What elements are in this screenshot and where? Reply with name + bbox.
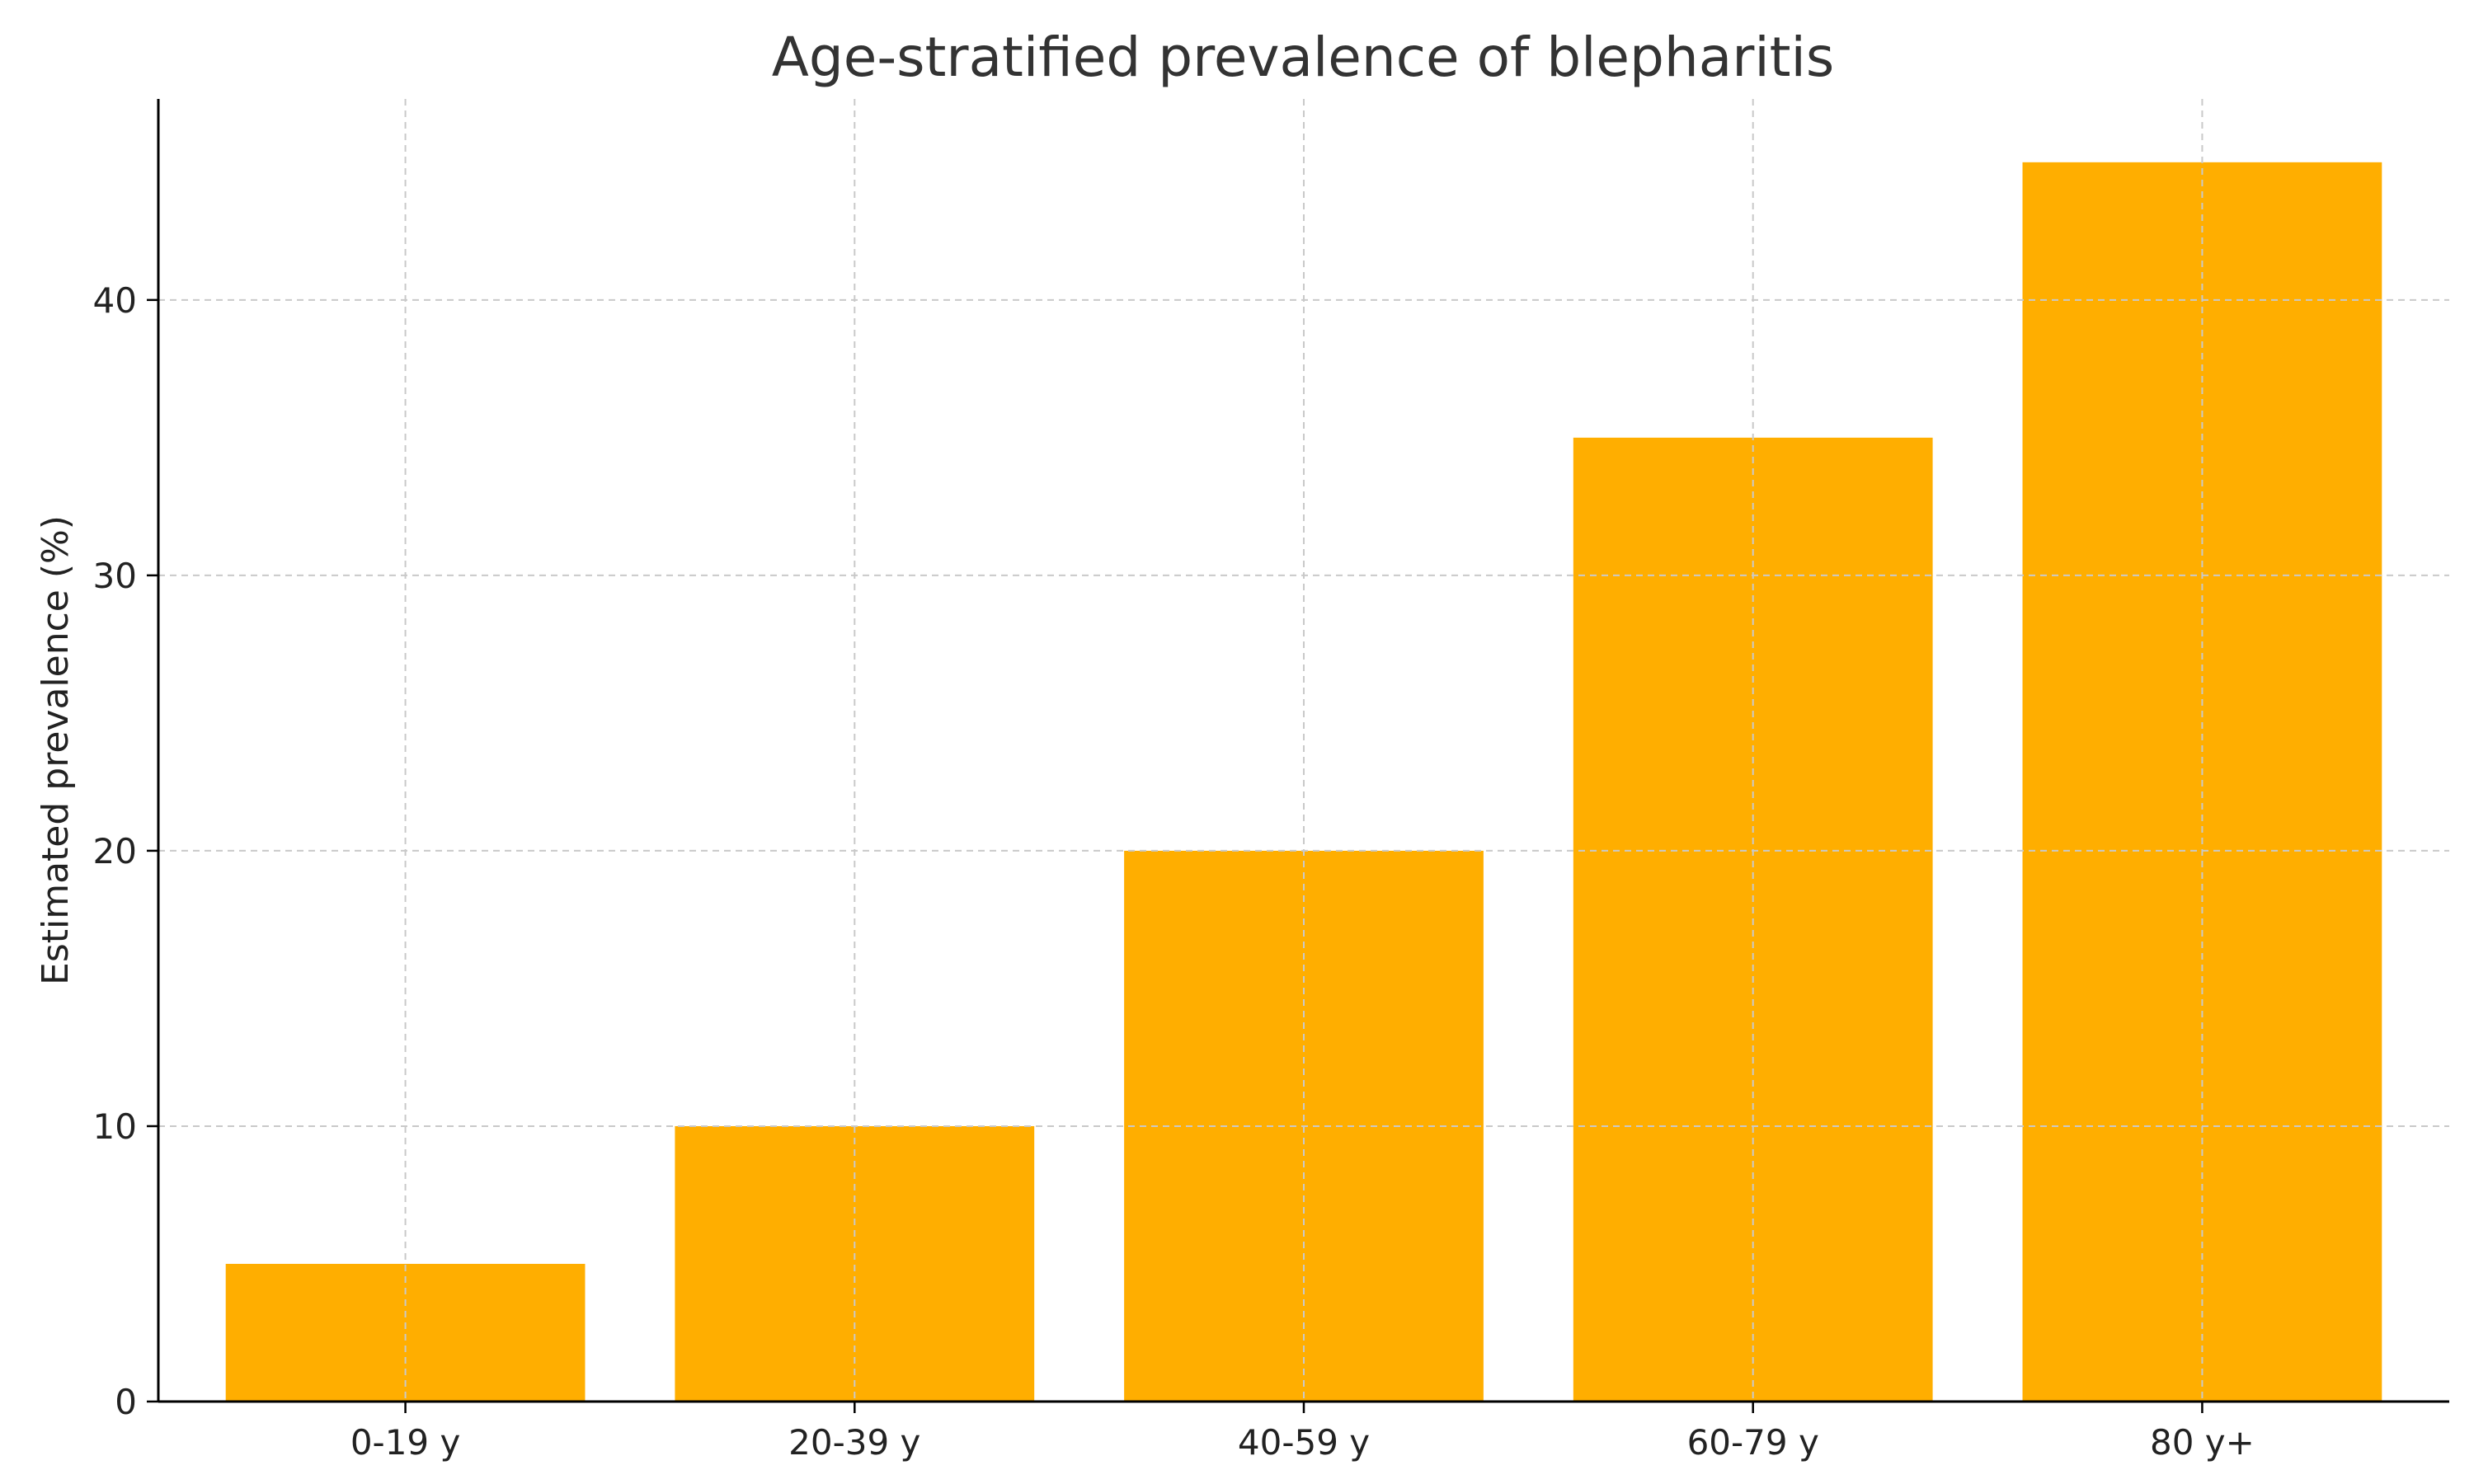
- bar-0-19-y: [225, 1263, 586, 1402]
- x-tick-label: 40-59 y: [1238, 1422, 1370, 1463]
- y-tick-label: 0: [115, 1382, 137, 1422]
- gridlines: [158, 99, 2449, 1402]
- axes: [147, 99, 2449, 1413]
- x-tick-labels: 0-19 y 20-39 y 40-59 y 60-79 y 80 y+: [350, 1422, 2255, 1463]
- x-tick-label: 0-19 y: [350, 1422, 461, 1463]
- y-tick-label: 30: [93, 556, 137, 596]
- x-tick-label: 80 y+: [2150, 1422, 2255, 1463]
- x-tick-label: 20-39 y: [788, 1422, 920, 1463]
- y-tick-label: 10: [93, 1106, 137, 1147]
- y-tick-label: 20: [93, 831, 137, 871]
- chart-title: Age-stratified prevalence of blepharitis: [772, 26, 1835, 89]
- y-tick-label: 40: [93, 280, 137, 321]
- x-tick-label: 60-79 y: [1687, 1422, 1819, 1463]
- y-tick-labels: 0 10 20 30 40: [93, 280, 137, 1422]
- bar-20-39-y: [675, 1125, 1035, 1402]
- y-axis-label: Estimated prevalence (%): [35, 515, 77, 985]
